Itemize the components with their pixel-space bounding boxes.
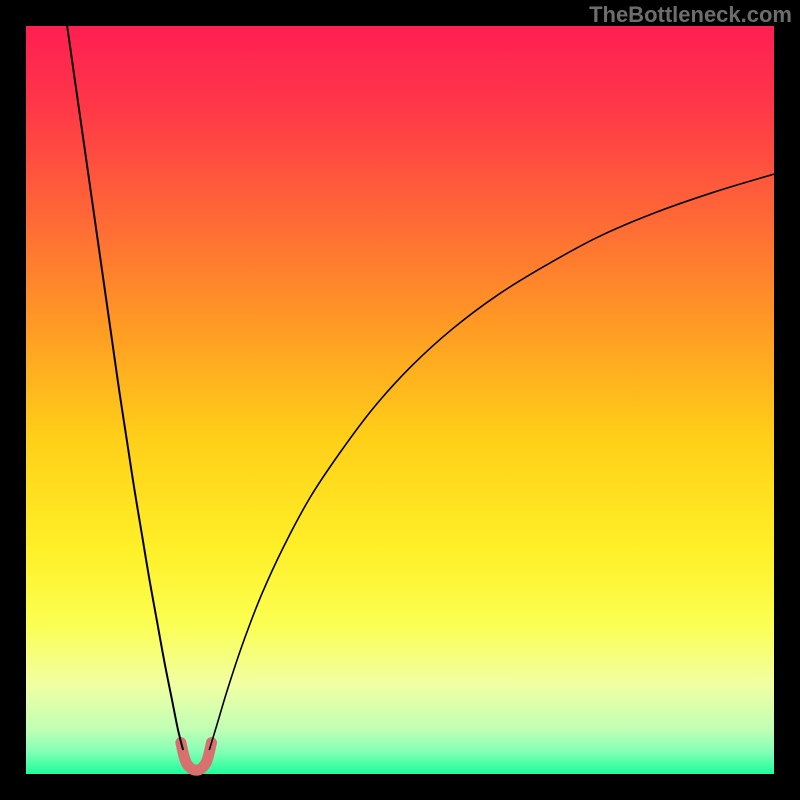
chart-container: TheBottleneck.com (0, 0, 800, 800)
chart-gradient-bg (26, 26, 774, 774)
watermark-text: TheBottleneck.com (589, 2, 792, 28)
bottleneck-chart (0, 0, 800, 800)
